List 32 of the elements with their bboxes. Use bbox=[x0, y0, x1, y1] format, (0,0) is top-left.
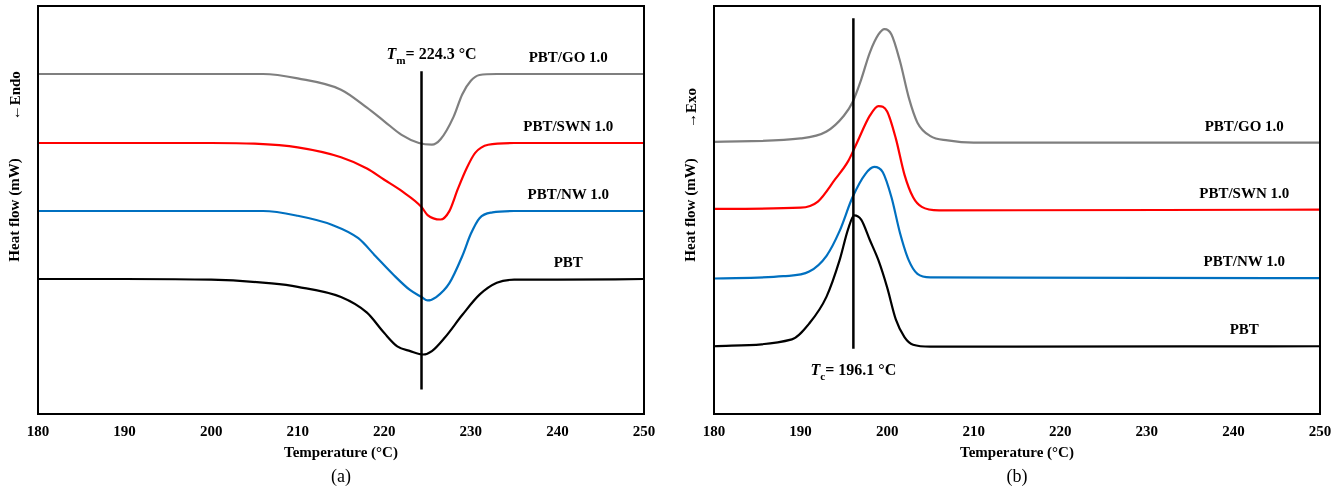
x-tick-label: 200 bbox=[875, 422, 899, 439]
x-tick-label: 230 bbox=[1135, 422, 1159, 439]
series-label: PBT bbox=[1229, 321, 1259, 338]
series-label: PBT/GO 1.0 bbox=[1204, 117, 1284, 134]
x-axis-title: Temperature (°C) bbox=[960, 443, 1074, 461]
x-tick-label: 240 bbox=[1222, 422, 1245, 439]
series-label: PBT/SWN 1.0 bbox=[1199, 184, 1290, 201]
series-label: PBT/NW 1.0 bbox=[1203, 253, 1285, 270]
x-tick-label: 180 bbox=[26, 422, 50, 439]
series-label: PBT/NW 1.0 bbox=[527, 186, 609, 203]
y-axis-title: Heat flow (mW) bbox=[681, 158, 699, 262]
x-tick-label: 240 bbox=[546, 422, 569, 439]
x-tick-label: 250 bbox=[632, 422, 656, 439]
x-tick-label: 220 bbox=[373, 422, 396, 439]
x-tick-label: 190 bbox=[113, 422, 136, 439]
x-axis-title: Temperature (°C) bbox=[284, 443, 398, 461]
text: (b) bbox=[1006, 465, 1028, 487]
series-label: PBT/GO 1.0 bbox=[528, 49, 608, 65]
x-tick-label: 230 bbox=[459, 422, 483, 439]
series-label: PBT bbox=[553, 254, 583, 271]
series-label: PBT/SWN 1.0 bbox=[523, 118, 614, 135]
x-tick-label: 220 bbox=[1049, 422, 1072, 439]
text: (a) bbox=[331, 465, 351, 487]
x-tick-label: 210 bbox=[286, 422, 309, 439]
y-axis-title: Heat flow (mW) bbox=[5, 158, 23, 262]
x-tick-label: 190 bbox=[789, 422, 812, 439]
x-tick-label: 180 bbox=[702, 422, 726, 439]
x-tick-label: 250 bbox=[1308, 422, 1332, 439]
text: ←Endo bbox=[6, 71, 23, 121]
text: →Exo bbox=[682, 87, 699, 129]
x-tick-label: 200 bbox=[199, 422, 223, 439]
x-tick-label: 210 bbox=[962, 422, 985, 439]
